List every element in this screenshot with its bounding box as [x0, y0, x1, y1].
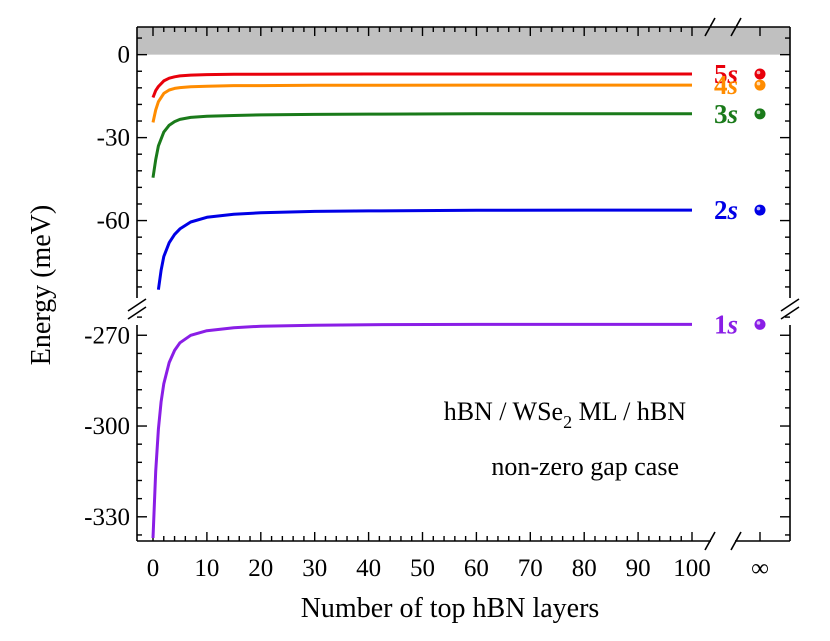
series-line-5s — [151, 72, 692, 99]
series-line-1s — [151, 322, 692, 539]
x-tick-label: 20 — [248, 555, 273, 582]
left-axis-break-b — [127, 306, 147, 320]
bottom-axis-break-b — [730, 17, 742, 37]
series-label-number: 4 — [714, 70, 728, 100]
infinity-point-highlight-5s — [756, 70, 761, 75]
series-label-4s: 4s — [714, 70, 738, 100]
x-tick-label: 30 — [302, 555, 327, 582]
structure-prefix: hBN / WSe — [444, 397, 563, 426]
series-label-3s: 3s — [714, 99, 738, 129]
infinity-point-highlight-1s — [756, 321, 761, 325]
series-label-number: 5 — [714, 59, 728, 89]
x-tick-label: 50 — [410, 555, 435, 582]
x-tick-label: 90 — [626, 555, 651, 582]
x-tick-label: 40 — [356, 555, 381, 582]
bottom-axis-break-a — [704, 17, 716, 37]
x-tick-label: 80 — [572, 555, 597, 582]
infinity-points — [754, 68, 766, 330]
infinity-point-2s — [754, 204, 766, 216]
series-label-5s: 5s — [714, 59, 738, 89]
x-tick-label: 100 — [673, 555, 711, 582]
series-label-letter: s — [726, 309, 738, 339]
series-label-2s: 2s — [714, 195, 738, 225]
structure-annotation: hBN / WSe2 ML / hBN — [444, 397, 687, 432]
series-label-number: 3 — [714, 99, 728, 129]
x-tick-label: 0 — [147, 555, 160, 582]
y-tick-label: -60 — [97, 208, 130, 235]
infinity-point-highlight-3s — [756, 110, 761, 115]
infinity-point-5s — [754, 68, 766, 80]
x-infinity-label: ∞ — [751, 555, 769, 582]
structure-subscript: 2 — [563, 412, 572, 432]
axis-break-marks — [127, 17, 800, 551]
series-label-number: 2 — [714, 195, 728, 225]
top-axis-break-b — [730, 531, 742, 551]
series-label-letter: s — [726, 70, 738, 100]
series-line-2s — [156, 208, 692, 290]
y-tick-label: -30 — [97, 125, 130, 152]
left-axis-break-a — [127, 298, 147, 312]
y-tick-label: -270 — [84, 322, 130, 349]
series-label-letter: s — [726, 195, 738, 225]
x-axis-title: Number of top hBN layers — [301, 593, 600, 624]
structure-suffix: ML / hBN — [572, 397, 686, 426]
gap-case-annotation: non-zero gap case — [491, 452, 679, 481]
y-tick-label: -300 — [84, 413, 130, 440]
plot-frame — [136, 26, 791, 542]
series-label-1s: 1s — [714, 309, 738, 339]
right-axis-break-a — [780, 298, 800, 312]
x-tick-label: 10 — [194, 555, 219, 582]
x-tick-label: 70 — [518, 555, 543, 582]
infinity-point-4s — [754, 79, 766, 91]
top-axis-break-a — [704, 531, 716, 551]
series-lines — [151, 72, 692, 539]
infinity-point-3s — [754, 108, 766, 120]
series-label-letter: s — [726, 99, 738, 129]
infinity-point-highlight-4s — [756, 81, 761, 86]
y-tick-label: -330 — [84, 504, 130, 531]
infinity-point-1s — [754, 318, 766, 330]
series-line-3s — [151, 112, 692, 178]
series-label-number: 1 — [714, 309, 728, 339]
series-label-letter: s — [726, 59, 738, 89]
y-tick-label: 0 — [118, 42, 131, 69]
axis-ticks: 0 10 20 30 40 50 60 70 80 90 100 ∞ 0 -30 -60 -270 -300 -3… — [84, 27, 790, 582]
right-axis-break-b — [780, 306, 800, 320]
infinity-point-highlight-2s — [756, 206, 761, 211]
y-axis-title: Energy (meV) — [26, 205, 57, 365]
series-line-4s — [151, 83, 692, 123]
x-tick-label: 60 — [464, 555, 489, 582]
